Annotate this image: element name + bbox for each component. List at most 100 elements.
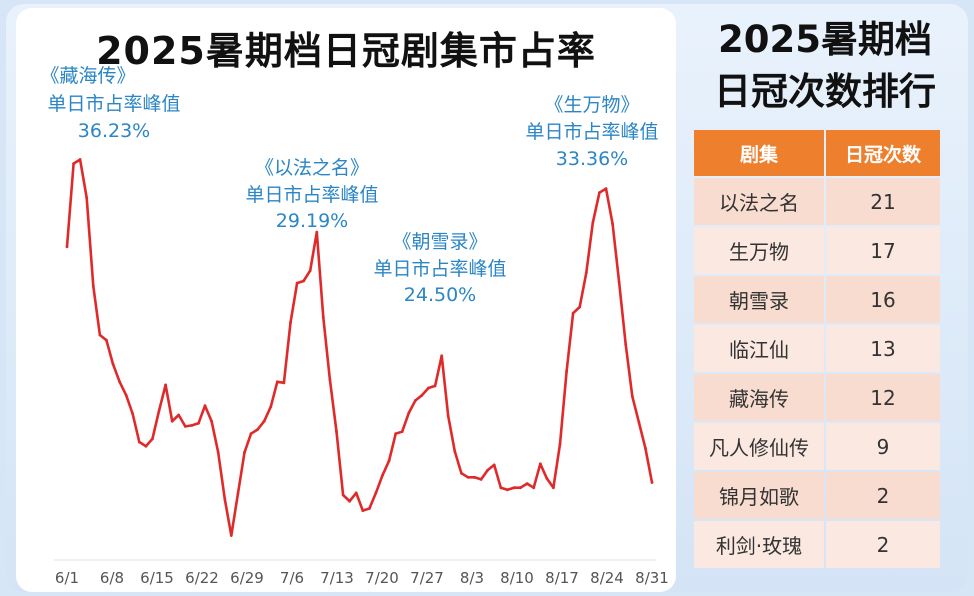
data-point — [269, 405, 273, 409]
data-point — [578, 305, 582, 309]
data-point — [414, 399, 417, 402]
data-point — [216, 451, 220, 454]
data-point — [177, 413, 181, 417]
data-point — [210, 419, 214, 423]
crown-count: 2 — [826, 521, 940, 568]
data-point — [137, 440, 141, 444]
data-point — [111, 362, 115, 366]
drama-name: 利剑·玫瑰 — [694, 521, 824, 568]
data-point — [624, 343, 628, 346]
data-point — [91, 284, 95, 288]
table-row: 利剑·玫瑰 2 — [694, 521, 940, 568]
data-point — [321, 316, 325, 319]
x-tick-label: 6/15 — [140, 569, 174, 587]
chart-card: 2025暑期档日冠剧集市占率 6/1 6/8 6/15 6/22 6/29 7/6 7/13… — [16, 8, 676, 592]
data-point — [335, 430, 338, 433]
data-point — [236, 492, 240, 496]
data-point — [72, 162, 75, 166]
data-point — [630, 394, 634, 398]
data-point — [368, 507, 371, 510]
drama-name: 朝雪录 — [694, 276, 824, 323]
crown-count: 12 — [826, 374, 940, 421]
data-point — [565, 370, 568, 373]
drama-name: 生万物 — [694, 227, 824, 274]
table-header-row: 剧集 日冠次数 — [694, 130, 940, 176]
drama-name: 凡人修仙传 — [694, 423, 824, 470]
data-point — [183, 425, 187, 428]
x-tick-label: 6/29 — [230, 569, 264, 587]
data-point — [552, 486, 555, 490]
data-point — [354, 491, 358, 495]
data-point — [598, 191, 601, 195]
data-point — [479, 478, 483, 481]
crown-count: 13 — [826, 325, 940, 372]
x-tick-label: 6/8 — [100, 569, 124, 587]
annotation-title: 《以法之名》 — [255, 157, 369, 179]
data-point — [275, 380, 279, 384]
data-point — [131, 412, 135, 416]
annotation-shengwanwu: 《生万物》 单日市占率峰值 33.36% — [525, 94, 658, 170]
data-point — [650, 481, 654, 484]
data-point — [532, 486, 536, 490]
data-point — [394, 432, 398, 436]
data-point — [400, 430, 404, 433]
data-point — [203, 404, 207, 408]
data-point — [295, 281, 299, 285]
table-row: 朝雪录 16 — [694, 276, 940, 323]
x-tick-label: 8/3 — [460, 569, 484, 587]
data-point — [229, 534, 233, 537]
data-point — [460, 471, 463, 475]
x-tick-labels: 6/1 6/8 6/15 6/22 6/29 7/6 7/13 7/20 7/27 8/3 8/10… — [55, 569, 669, 587]
data-point — [446, 414, 450, 418]
data-point — [558, 442, 562, 446]
annotation-title: 《藏海传》 — [40, 65, 135, 87]
x-tick-label: 7/27 — [410, 569, 444, 587]
data-point — [249, 432, 253, 436]
annotation-value: 36.23% — [78, 120, 150, 142]
annotation-label: 单日市占率峰值 — [525, 121, 658, 143]
annotation-title: 《朝雪录》 — [392, 231, 487, 253]
table-row: 锦月如歌 2 — [694, 472, 940, 519]
data-point — [308, 269, 312, 272]
data-point — [466, 475, 470, 479]
data-point — [223, 497, 227, 501]
x-tick-label: 7/13 — [320, 569, 354, 587]
x-tick-label: 7/6 — [280, 569, 304, 587]
table-row: 以法之名 21 — [694, 178, 940, 225]
data-point — [644, 446, 647, 450]
data-point — [341, 493, 345, 497]
data-point — [519, 486, 522, 490]
data-point — [315, 230, 319, 234]
crown-count: 17 — [826, 227, 940, 274]
crown-count: 9 — [826, 423, 940, 470]
annotation-zhaoxuelu: 《朝雪录》 单日市占率峰值 24.50% — [373, 231, 506, 306]
crown-count: 2 — [826, 472, 940, 519]
data-point — [105, 338, 108, 342]
data-point — [473, 475, 476, 479]
x-tick-label: 6/1 — [55, 569, 79, 587]
data-point — [85, 196, 89, 200]
annotation-label: 单日市占率峰值 — [373, 258, 506, 280]
data-point — [440, 354, 444, 358]
data-point — [348, 499, 351, 503]
data-point — [157, 409, 161, 413]
data-points — [65, 158, 654, 537]
ranking-title-line2: 日冠次数排行 — [714, 70, 936, 113]
x-tick-label: 8/17 — [545, 569, 579, 587]
data-point — [492, 463, 496, 467]
ranking-table: 剧集 日冠次数 以法之名 21 生万物 17 朝雪录 16 临江仙 13 藏海传 12 凡… — [692, 128, 942, 570]
x-tick-label: 8/31 — [635, 569, 669, 587]
annotation-value: 33.36% — [556, 148, 628, 170]
annotation-value: 24.50% — [404, 284, 476, 306]
drama-name: 藏海传 — [694, 374, 824, 421]
chart-title: 2025暑期档日冠剧集市占率 — [96, 29, 596, 73]
data-point — [65, 245, 69, 249]
table-row: 凡人修仙传 9 — [694, 423, 940, 470]
data-point — [374, 491, 378, 495]
data-point — [571, 311, 575, 315]
data-point — [282, 381, 286, 385]
drama-name: 锦月如歌 — [694, 472, 824, 519]
data-point — [387, 459, 391, 463]
ranking-title: 2025暑期档 日冠次数排行 — [680, 14, 970, 118]
data-point — [256, 428, 259, 431]
